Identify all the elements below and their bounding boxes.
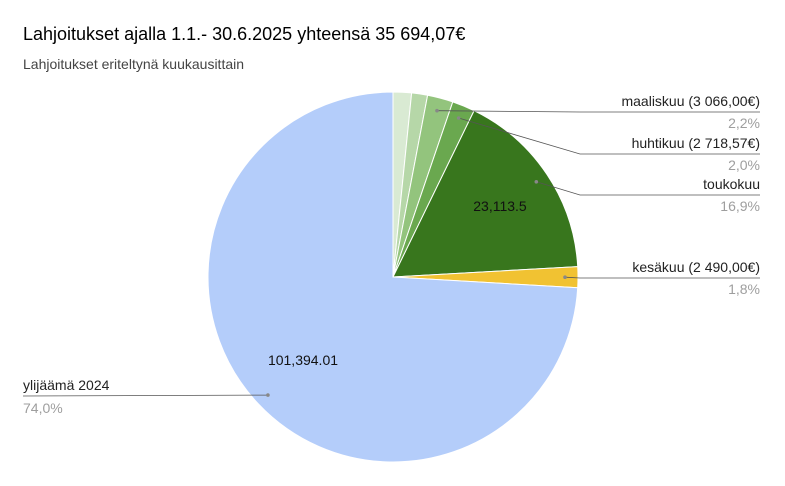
leader-line — [22, 394, 268, 397]
slice-label: kesäkuu (2 490,00€) — [632, 259, 760, 275]
slice-value-label: 101,394.01 — [268, 352, 338, 368]
leader-line — [536, 181, 760, 196]
pie-slice — [392, 110, 579, 278]
slice-label: huhtikuu (2 718,57€) — [632, 135, 760, 151]
leader-line — [436, 110, 760, 113]
leader-dot — [266, 393, 270, 397]
slice-label: ylijäämä 2024 — [23, 377, 110, 393]
slice-percent: 16,9% — [720, 198, 760, 214]
leader-dot — [435, 108, 439, 113]
leader-line — [564, 276, 760, 279]
leader-line — [458, 117, 760, 155]
leader-dot — [563, 275, 567, 280]
slice-percent: 74,0% — [23, 400, 63, 416]
slice-label: toukokuu — [703, 176, 760, 192]
slice-label: maaliskuu (3 066,00€) — [621, 93, 760, 109]
slice-percent: 2,2% — [728, 115, 760, 131]
leader-dot — [534, 180, 539, 184]
slice-percent: 2,0% — [728, 157, 760, 173]
slice-percent: 1,8% — [728, 281, 760, 297]
chart-title: Lahjoitukset ajalla 1.1.- 30.6.2025 yhte… — [23, 24, 466, 44]
chart-subtitle: Lahjoitukset eriteltynä kuukausittain — [23, 56, 245, 72]
leader-dot — [456, 116, 461, 120]
slice-value-label: 23,113.5 — [473, 198, 527, 214]
pie-slice — [207, 91, 579, 463]
